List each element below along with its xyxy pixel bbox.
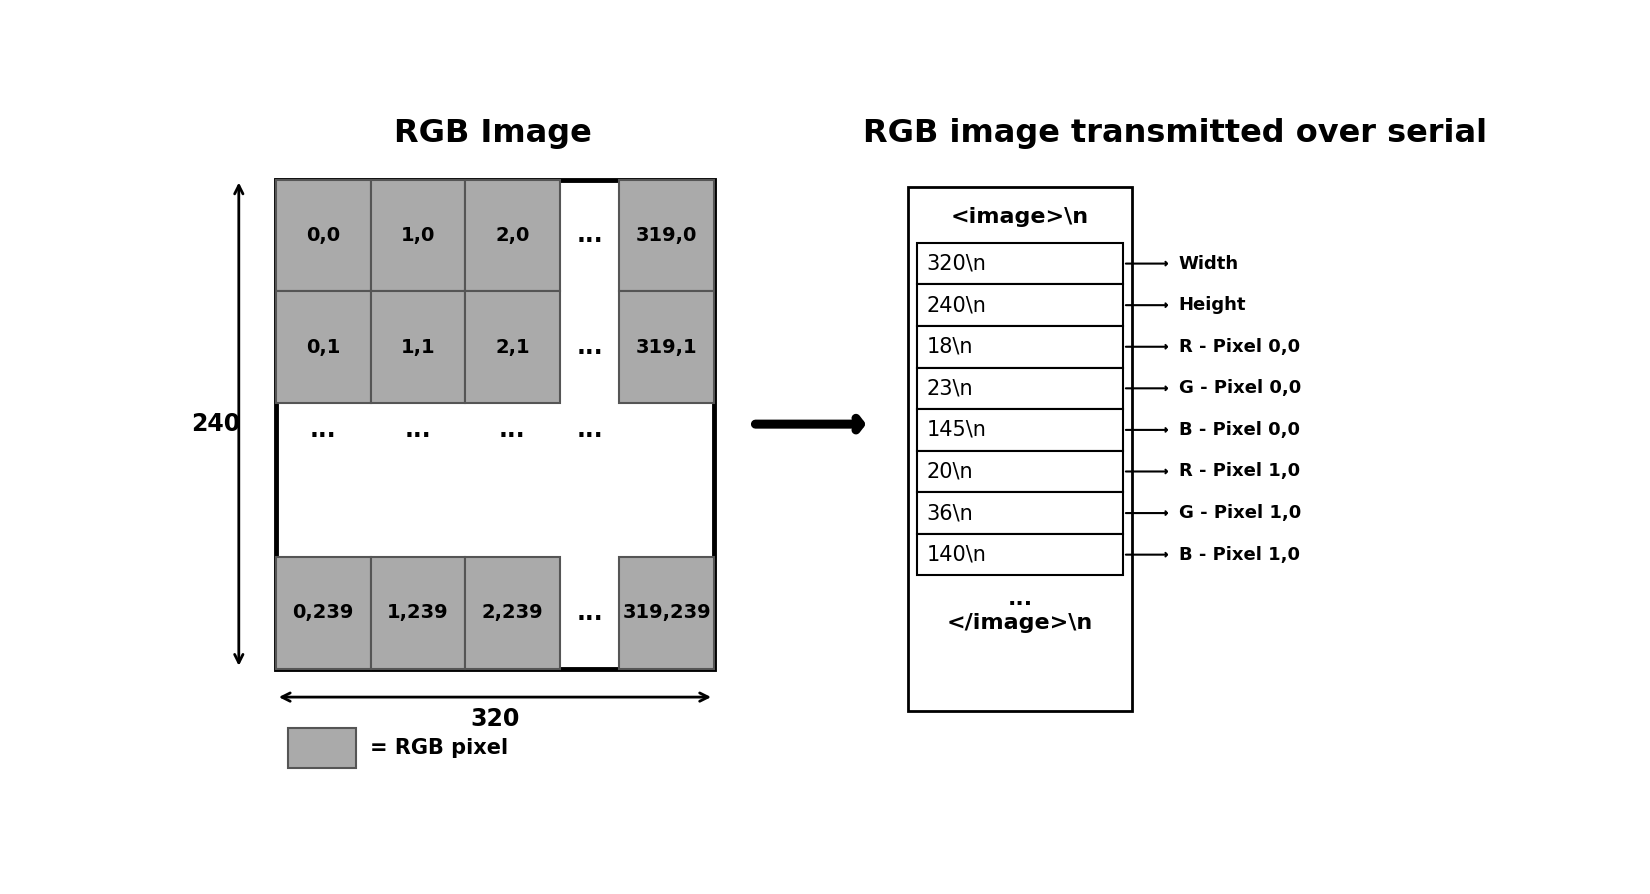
- Bar: [276, 557, 371, 669]
- Bar: [908, 188, 1132, 711]
- Text: RGB Image: RGB Image: [394, 118, 592, 149]
- Bar: [917, 326, 1124, 367]
- Bar: [917, 409, 1124, 451]
- Text: 140\n: 140\n: [926, 544, 987, 565]
- Bar: [917, 451, 1124, 493]
- Text: R - Pixel 0,0: R - Pixel 0,0: [1178, 338, 1300, 356]
- Text: = RGB pixel: = RGB pixel: [370, 738, 508, 758]
- Text: 319,0: 319,0: [635, 226, 698, 245]
- Text: 0,239: 0,239: [292, 603, 355, 622]
- Text: ...: ...: [576, 224, 602, 248]
- Text: ...: ...: [576, 601, 602, 625]
- Text: 2,0: 2,0: [495, 226, 530, 245]
- Bar: [287, 728, 356, 768]
- Text: ...: ...: [498, 417, 526, 442]
- Text: B - Pixel 1,0: B - Pixel 1,0: [1178, 545, 1300, 563]
- Text: </image>\n: </image>\n: [947, 613, 1092, 633]
- Bar: [276, 180, 714, 669]
- Text: 145\n: 145\n: [926, 420, 987, 440]
- Bar: [619, 291, 714, 403]
- Bar: [276, 291, 371, 403]
- Text: 1,0: 1,0: [401, 226, 436, 245]
- Text: Height: Height: [1178, 296, 1246, 314]
- Text: 2,1: 2,1: [495, 338, 530, 357]
- Text: ...: ...: [404, 417, 431, 442]
- Text: 320\n: 320\n: [926, 254, 987, 274]
- Bar: [619, 180, 714, 291]
- Text: R - Pixel 1,0: R - Pixel 1,0: [1178, 462, 1300, 480]
- Bar: [917, 367, 1124, 409]
- Bar: [917, 493, 1124, 534]
- Bar: [917, 534, 1124, 576]
- Text: 1,239: 1,239: [388, 603, 449, 622]
- Text: 319,239: 319,239: [622, 603, 711, 622]
- Text: 36\n: 36\n: [926, 503, 974, 523]
- Text: 320: 320: [470, 706, 520, 730]
- Text: 240: 240: [191, 412, 241, 436]
- Text: 2,239: 2,239: [482, 603, 543, 622]
- Bar: [465, 291, 559, 403]
- Bar: [371, 557, 465, 669]
- Bar: [465, 180, 559, 291]
- Text: RGB image transmitted over serial: RGB image transmitted over serial: [863, 118, 1487, 149]
- Text: G - Pixel 1,0: G - Pixel 1,0: [1178, 504, 1302, 522]
- Bar: [465, 557, 559, 669]
- Bar: [371, 180, 465, 291]
- Text: ...: ...: [576, 417, 602, 442]
- Bar: [917, 243, 1124, 284]
- Text: <image>\n: <image>\n: [950, 207, 1089, 226]
- Text: 23\n: 23\n: [926, 378, 974, 399]
- Text: ...: ...: [310, 417, 337, 442]
- Bar: [619, 557, 714, 669]
- Text: 240\n: 240\n: [926, 295, 987, 316]
- Text: 18\n: 18\n: [926, 337, 974, 357]
- Bar: [917, 284, 1124, 326]
- Text: 319,1: 319,1: [635, 338, 698, 357]
- Text: 20\n: 20\n: [926, 461, 974, 482]
- Bar: [371, 291, 465, 403]
- Text: 0,0: 0,0: [307, 226, 340, 245]
- Bar: [276, 180, 371, 291]
- Text: ...: ...: [576, 335, 602, 359]
- Text: B - Pixel 0,0: B - Pixel 0,0: [1178, 421, 1300, 439]
- Text: G - Pixel 0,0: G - Pixel 0,0: [1178, 379, 1302, 397]
- Text: Width: Width: [1178, 255, 1239, 273]
- Text: 0,1: 0,1: [307, 338, 340, 357]
- Text: 1,1: 1,1: [401, 338, 436, 357]
- Text: ...: ...: [1008, 588, 1033, 609]
